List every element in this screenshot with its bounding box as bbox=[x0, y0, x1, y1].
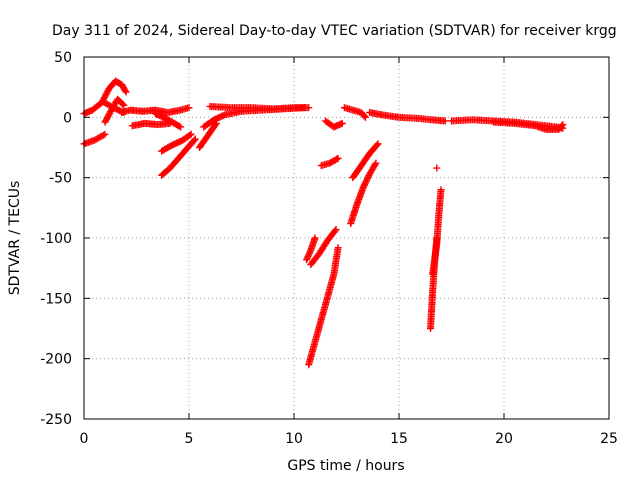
data-point bbox=[100, 131, 107, 139]
data-point bbox=[433, 164, 441, 172]
data-point bbox=[177, 123, 185, 131]
chart-title: Day 311 of 2024, Sidereal Day-to-day VTE… bbox=[52, 23, 617, 39]
data-point bbox=[338, 119, 346, 127]
data-point bbox=[101, 130, 109, 138]
x-axis-label: GPS time / hours bbox=[287, 458, 404, 474]
data-point bbox=[120, 101, 128, 109]
y-tick-label: -50 bbox=[49, 171, 72, 187]
y-axis-label: SDTVAR / TECUs bbox=[7, 181, 23, 296]
data-point bbox=[441, 117, 449, 125]
data-point bbox=[175, 122, 183, 130]
data-point bbox=[558, 122, 566, 130]
x-tick-label: 25 bbox=[600, 431, 618, 447]
data-point bbox=[187, 130, 195, 138]
data-point bbox=[185, 104, 193, 112]
y-tick-label: -100 bbox=[40, 231, 72, 247]
y-tick-label: -150 bbox=[40, 291, 72, 307]
x-tick-label: 15 bbox=[390, 431, 408, 447]
data-point bbox=[122, 88, 130, 96]
data-points bbox=[80, 77, 567, 369]
y-axis: -250 -200 -150 -100 -50 0 50 bbox=[40, 50, 609, 428]
data-point bbox=[372, 159, 380, 167]
y-tick-label: 50 bbox=[54, 50, 72, 66]
data-point bbox=[334, 244, 342, 252]
data-point bbox=[121, 87, 129, 95]
data-point bbox=[373, 141, 381, 149]
data-point bbox=[374, 140, 382, 148]
data-point bbox=[361, 113, 369, 121]
data-point bbox=[559, 121, 567, 129]
y-tick-label: -250 bbox=[40, 412, 72, 428]
data-point bbox=[332, 226, 340, 234]
data-point bbox=[437, 186, 445, 194]
data-point bbox=[371, 161, 379, 169]
data-point bbox=[119, 100, 127, 108]
x-tick-label: 20 bbox=[495, 431, 513, 447]
data-point bbox=[333, 155, 341, 163]
data-point bbox=[190, 136, 198, 144]
x-tick-label: 0 bbox=[80, 431, 89, 447]
x-tick-label: 5 bbox=[185, 431, 194, 447]
x-axis: 0 5 10 15 20 25 bbox=[80, 57, 618, 447]
y-tick-label: 0 bbox=[63, 110, 72, 126]
data-point bbox=[305, 104, 313, 112]
data-point bbox=[360, 112, 368, 120]
y-tick-label: -200 bbox=[40, 352, 72, 368]
x-tick-label: 10 bbox=[285, 431, 303, 447]
data-point bbox=[311, 234, 319, 242]
data-point bbox=[334, 154, 342, 162]
data-point bbox=[186, 131, 194, 139]
data-point bbox=[331, 227, 339, 235]
data-point bbox=[191, 135, 199, 143]
